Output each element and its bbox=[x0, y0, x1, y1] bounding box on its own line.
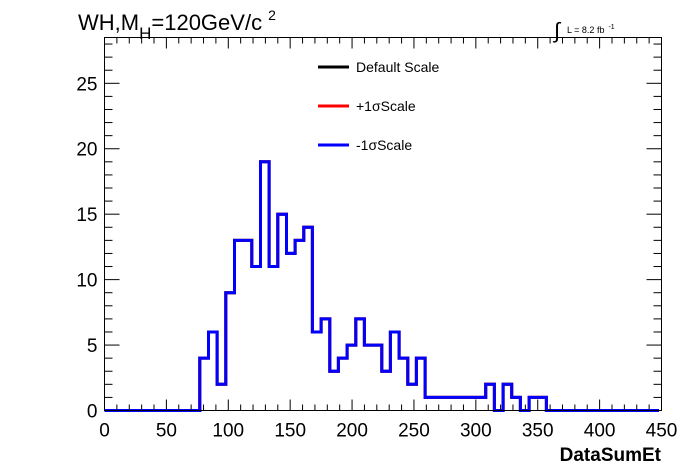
x-tick-label: 50 bbox=[156, 421, 177, 442]
x-tick-label: 300 bbox=[460, 421, 492, 442]
x-tick-label: 350 bbox=[522, 421, 554, 442]
x-tick-label: 0 bbox=[99, 421, 110, 442]
histogram-series-layer bbox=[104, 160, 659, 412]
y-axis-ticks bbox=[104, 43, 662, 411]
y-tick-label: 10 bbox=[76, 271, 97, 292]
chart-title-superscript: 2 bbox=[268, 7, 276, 23]
x-tick-label: 150 bbox=[274, 421, 306, 442]
legend-label-0: Default Scale bbox=[356, 59, 439, 75]
x-tick-label: 250 bbox=[398, 421, 430, 442]
x-tick-label: 400 bbox=[584, 421, 616, 442]
luminosity-superscript: -1 bbox=[608, 24, 614, 31]
plot-frame bbox=[104, 37, 662, 411]
y-tick-label: 25 bbox=[76, 74, 97, 95]
y-tick-label: 15 bbox=[76, 205, 97, 226]
luminosity-text: L = 8.2 fb bbox=[567, 25, 604, 35]
chart-title: WH,MH=120GeV/c 2 bbox=[78, 7, 276, 43]
legend-label-2: -1σScale bbox=[356, 137, 412, 153]
x-axis-tick-labels: 0 50 100 150 200 250 300 350 400 450 bbox=[99, 421, 677, 442]
legend-label-1: +1σScale bbox=[356, 98, 416, 114]
luminosity-integral: ∫ bbox=[552, 18, 562, 43]
y-tick-label: 5 bbox=[87, 336, 98, 357]
x-axis-ticks bbox=[104, 37, 662, 411]
x-tick-label: 200 bbox=[336, 421, 368, 442]
chart-title-rest: =120GeV/c bbox=[151, 10, 262, 35]
y-axis-tick-labels: 0 5 10 15 20 25 bbox=[76, 74, 97, 422]
chart-title-main: WH,M bbox=[78, 10, 139, 35]
x-axis-title: DataSumEt bbox=[560, 445, 662, 466]
luminosity-label: L = 8.2 fb -1 bbox=[567, 24, 615, 35]
legend: Default Scale +1σScale -1σScale bbox=[318, 59, 439, 153]
y-tick-label: 0 bbox=[87, 402, 98, 423]
x-tick-label: 450 bbox=[646, 421, 678, 442]
x-tick-label: 100 bbox=[212, 421, 244, 442]
histogram-series-2 bbox=[104, 160, 659, 412]
chart-title-subscript: H bbox=[139, 24, 151, 43]
y-tick-label: 20 bbox=[76, 140, 97, 161]
